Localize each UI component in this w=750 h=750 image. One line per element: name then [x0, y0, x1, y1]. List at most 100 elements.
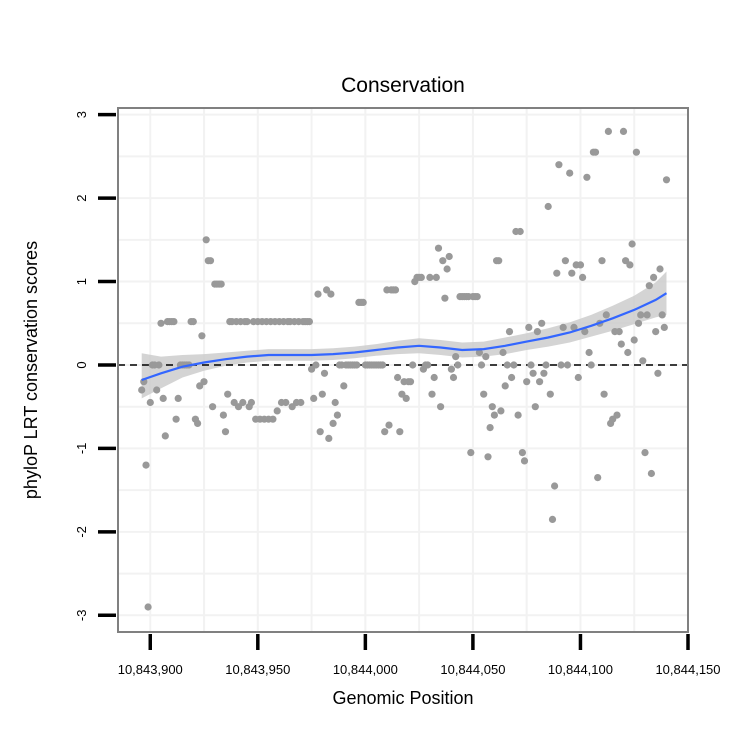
x-tick-label: 10,844,000: [333, 662, 398, 677]
data-point: [202, 236, 210, 244]
data-point: [477, 361, 486, 369]
data-point: [615, 328, 623, 336]
data-point: [200, 378, 208, 386]
data-point: [510, 361, 518, 369]
data-point: [449, 373, 458, 382]
data-point: [497, 407, 505, 415]
data-point: [647, 469, 656, 478]
data-point: [170, 318, 178, 326]
data-point: [353, 361, 361, 369]
smooth-curve: [141, 292, 668, 382]
data-point: [542, 361, 550, 369]
data-point: [576, 261, 585, 269]
data-point: [540, 369, 548, 377]
data-point: [538, 319, 546, 327]
x-tick-label: 10,843,950: [225, 662, 290, 677]
data-point: [217, 280, 225, 288]
data-point: [527, 361, 535, 369]
data-point: [566, 169, 574, 177]
y-tick-label: -1: [74, 443, 89, 455]
data-point: [224, 390, 232, 398]
x-tick-label: 10,844,150: [655, 662, 720, 677]
data-point: [189, 318, 197, 326]
data-point: [329, 419, 337, 427]
y-tick-label: 2: [74, 194, 89, 201]
x-tick-label: 10,844,100: [548, 662, 613, 677]
data-point: [159, 394, 167, 402]
data-point: [437, 403, 445, 411]
data-point: [643, 311, 651, 319]
data-point: [426, 273, 434, 281]
data-point: [551, 482, 559, 490]
data-point: [602, 311, 610, 319]
data-point: [600, 390, 608, 398]
data-point: [568, 269, 576, 277]
x-axis: 10,843,900 10,843,950 10,844,000 10,844,050…: [118, 634, 721, 677]
data-point: [501, 382, 509, 390]
data-point: [516, 227, 524, 236]
data-point: [583, 173, 591, 181]
data-point: [488, 403, 496, 411]
data-point: [499, 348, 507, 357]
data-point: [591, 148, 600, 156]
data-point: [503, 361, 511, 369]
data-point: [536, 378, 544, 386]
data-point: [531, 403, 539, 411]
data-point: [447, 365, 455, 373]
data-point: [482, 353, 490, 361]
data-point: [520, 457, 529, 465]
data-point: [604, 127, 613, 135]
data-point: [305, 318, 313, 326]
data-point: [579, 273, 587, 281]
data-point: [153, 386, 161, 394]
data-point: [508, 373, 516, 382]
data-point: [574, 373, 582, 382]
data-point: [445, 252, 453, 261]
y-tick-label: 1: [74, 278, 89, 285]
data-point: [434, 244, 443, 252]
y-axis-label: phyloP LRT conservation scores: [21, 241, 41, 499]
data-point: [660, 323, 668, 331]
data-point: [359, 298, 367, 306]
data-point: [327, 290, 335, 298]
data-point: [546, 390, 554, 398]
data-point: [172, 415, 180, 423]
data-point: [563, 361, 572, 369]
data-point: [634, 319, 643, 327]
data-point: [161, 432, 169, 440]
data-point: [637, 311, 645, 319]
data-point: [533, 328, 542, 336]
data-point: [645, 282, 653, 290]
data-point: [486, 424, 494, 432]
data-point: [662, 176, 671, 184]
data-point: [630, 336, 638, 344]
data-point: [310, 394, 318, 402]
data-point: [581, 328, 589, 336]
data-point: [613, 411, 621, 419]
data-point: [318, 390, 326, 398]
data-point: [331, 398, 339, 407]
data-point: [194, 419, 202, 427]
data-point: [138, 386, 146, 394]
data-point: [379, 361, 387, 369]
data-point: [555, 161, 563, 169]
data-point: [432, 273, 440, 281]
data-point: [529, 369, 537, 377]
data-point: [473, 293, 481, 301]
data-point: [628, 240, 636, 248]
data-point: [544, 202, 552, 211]
data-point: [495, 257, 503, 265]
data-point: [155, 361, 163, 369]
data-point: [561, 257, 570, 265]
data-point: [559, 323, 567, 331]
data-point: [428, 390, 436, 398]
data-point: [654, 369, 662, 377]
data-point: [221, 428, 230, 436]
data-point: [475, 348, 483, 357]
data-point: [320, 369, 329, 377]
data-point: [658, 311, 666, 319]
data-points: [138, 127, 671, 611]
data-point: [247, 398, 255, 407]
data-point: [297, 398, 305, 407]
